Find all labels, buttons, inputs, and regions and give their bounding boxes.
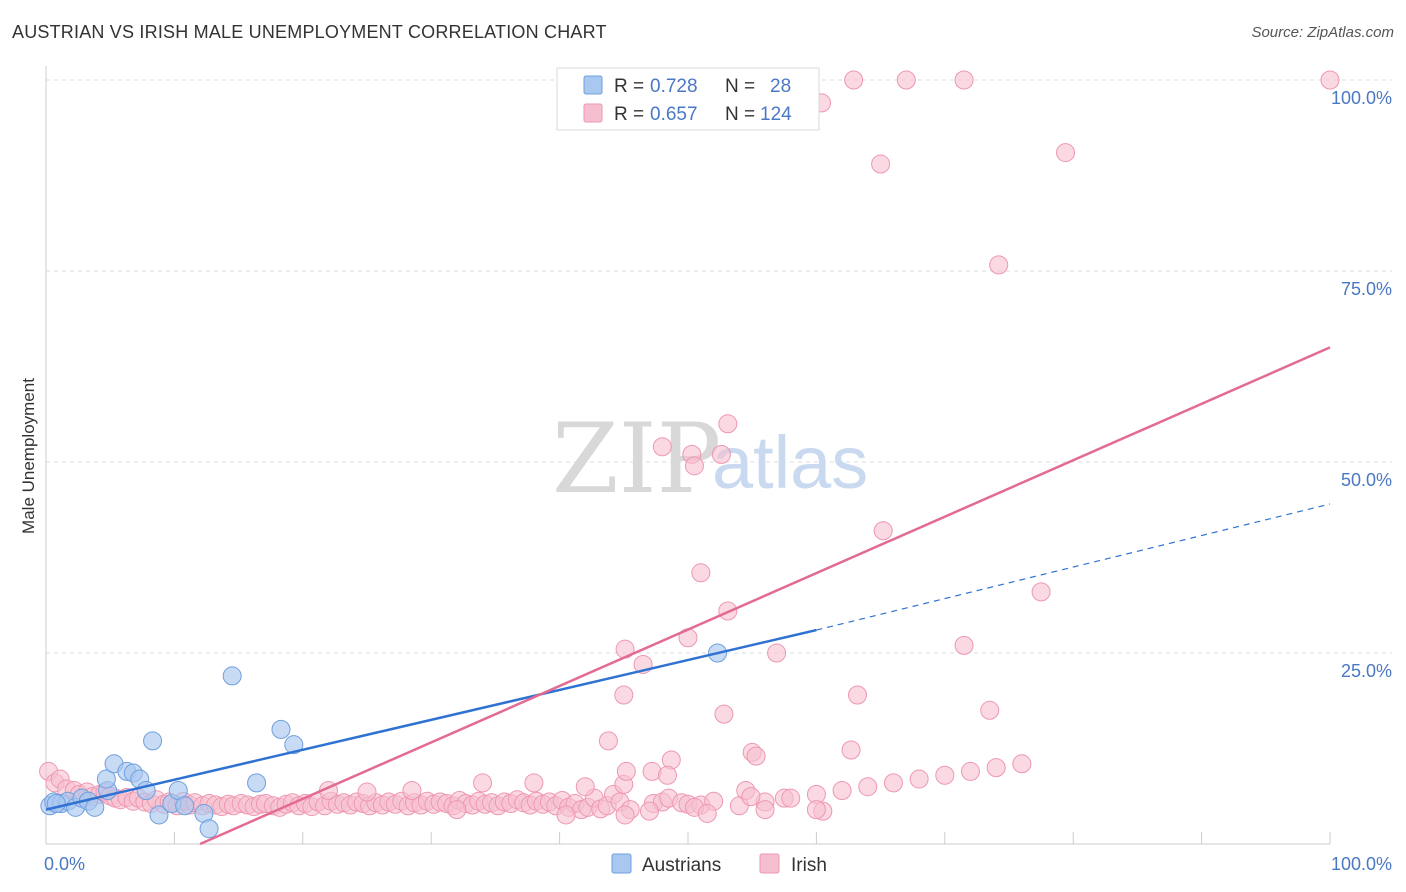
legend-r-label-austrians: R = xyxy=(614,76,644,97)
axes xyxy=(45,66,1331,845)
irish-point xyxy=(556,805,576,825)
irish-point xyxy=(1031,582,1051,602)
austrian-point xyxy=(96,769,116,789)
irish-point xyxy=(841,740,861,760)
irish-point xyxy=(767,643,787,663)
irish-point xyxy=(575,777,595,797)
bottom-legend-swatch-irish xyxy=(759,853,780,874)
irish-point xyxy=(711,444,731,464)
irish-point xyxy=(954,70,974,90)
austrians-trend-line xyxy=(45,628,817,811)
irish-point xyxy=(524,773,544,793)
irish-point xyxy=(691,563,711,583)
austrian-point xyxy=(199,819,219,839)
irish-point xyxy=(954,635,974,655)
chart-source: Source: ZipAtlas.com xyxy=(1251,24,1394,41)
irish-point xyxy=(986,758,1006,778)
x-tick-label-min: 0.0% xyxy=(44,854,85,874)
irish-point xyxy=(746,746,766,766)
chart-title: AUSTRIAN VS IRISH MALE UNEMPLOYMENT CORR… xyxy=(12,22,607,42)
irish-points xyxy=(39,70,1340,825)
irish-point xyxy=(883,773,903,793)
y-tick-label-75: 75.0% xyxy=(1341,279,1392,299)
legend-r-value-irish: 0.657 xyxy=(650,104,698,125)
irish-point xyxy=(616,761,636,781)
irish-point xyxy=(960,761,980,781)
irish-point xyxy=(935,765,955,785)
x-tick-label-max: 100.0% xyxy=(1331,854,1392,874)
irish-point xyxy=(714,704,734,724)
irish-point xyxy=(657,765,677,785)
irish-point xyxy=(755,800,775,820)
irish-point xyxy=(598,731,618,751)
austrian-point xyxy=(85,797,105,817)
legend-n-label-austrians: N = xyxy=(725,76,755,97)
irish-point xyxy=(614,685,634,705)
irish-point xyxy=(806,800,826,820)
irish-point xyxy=(684,456,704,476)
legend-box: R = 0.728 N = 28 R = 0.657 N = 124 xyxy=(556,67,820,131)
legend-swatch-irish xyxy=(583,103,603,123)
irish-point xyxy=(847,685,867,705)
irish-point xyxy=(1055,143,1075,163)
irish-trend-line xyxy=(199,346,1331,846)
y-tick-label-100: 100.0% xyxy=(1331,88,1392,108)
irish-point xyxy=(357,782,377,802)
irish-point xyxy=(447,800,467,820)
irish-point xyxy=(639,801,659,821)
y-tick-label-50: 50.0% xyxy=(1341,470,1392,490)
legend-n-value-irish: 124 xyxy=(760,104,792,125)
irish-point xyxy=(832,781,852,801)
austrian-point xyxy=(143,731,163,751)
legend-swatch-austrians xyxy=(583,75,603,95)
irish-point xyxy=(697,803,717,823)
bottom-legend-swatch-austrians xyxy=(611,853,632,874)
irish-point xyxy=(652,437,672,457)
bottom-legend-austrians: Austrians xyxy=(642,855,721,876)
irish-point xyxy=(781,788,801,808)
irish-point xyxy=(1012,754,1032,774)
y-tick-label-25: 25.0% xyxy=(1341,661,1392,681)
watermark-atlas: atlas xyxy=(712,421,868,504)
irish-point xyxy=(871,154,891,174)
austrian-point xyxy=(222,666,242,686)
austrian-point xyxy=(271,719,291,739)
austrian-point xyxy=(247,773,267,793)
grid-lines xyxy=(46,79,1392,654)
irish-point xyxy=(896,70,916,90)
legend-n-value-austrians: 28 xyxy=(770,76,791,97)
legend-r-value-austrians: 0.728 xyxy=(650,76,698,97)
irish-point xyxy=(858,777,878,797)
irish-point xyxy=(402,781,422,801)
irish-point xyxy=(989,255,1009,275)
austrians-trend-extension xyxy=(816,503,1331,631)
y-axis-title: Male Unemployment xyxy=(19,378,38,534)
irish-point xyxy=(980,700,1000,720)
austrian-point xyxy=(175,796,195,816)
irish-point xyxy=(718,414,738,434)
bottom-legend-irish: Irish xyxy=(791,855,827,876)
irish-point xyxy=(909,769,929,789)
legend-n-label-irish: N = xyxy=(725,104,755,125)
watermark: ZIP atlas xyxy=(552,403,868,515)
irish-point xyxy=(741,787,761,807)
irish-point xyxy=(615,805,635,825)
tick-labels: 100.0% 75.0% 50.0% 25.0% 0.0% 100.0% xyxy=(44,88,1392,874)
austrian-point xyxy=(149,805,169,825)
bottom-legend: Austrians Irish xyxy=(611,853,827,876)
austrian-point xyxy=(284,735,304,755)
irish-point xyxy=(873,521,893,541)
irish-point xyxy=(1320,70,1340,90)
irish-point xyxy=(473,773,493,793)
trend-lines xyxy=(45,346,1331,846)
legend-r-label-irish: R = xyxy=(614,104,644,125)
irish-point xyxy=(844,70,864,90)
